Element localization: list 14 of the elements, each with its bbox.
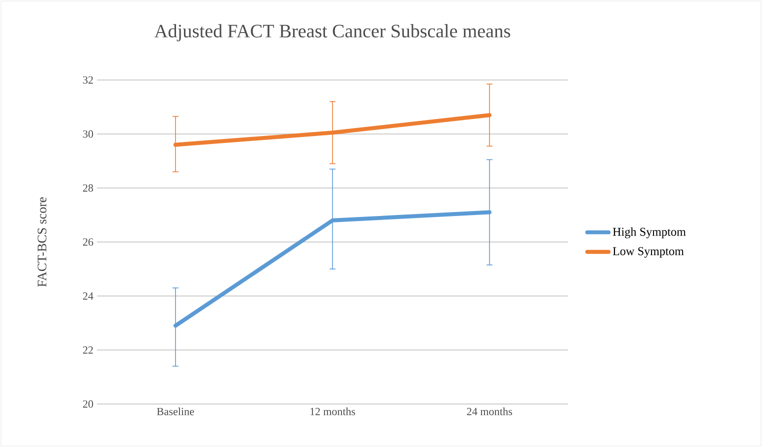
y-tick-label: 30	[83, 130, 94, 138]
chart-title: Adjusted FACT Breast Cancer Subscale means	[154, 24, 510, 42]
y-tick-label: 26	[83, 238, 94, 246]
y-tick-label: 32	[83, 76, 93, 84]
y-tick-label: 24	[83, 292, 94, 300]
y-tick-label: 28	[83, 184, 94, 192]
y-tick-label: 20	[83, 400, 94, 408]
legend-label: Low Symptom	[612, 247, 684, 258]
x-tick-label: Baseline	[156, 408, 194, 416]
y-axis-title: FACT-BCS score	[38, 197, 46, 287]
legend-label: High Symptom	[612, 227, 686, 238]
x-tick-label: 24 months	[467, 408, 512, 416]
y-tick-label: 22	[83, 346, 93, 354]
x-tick-label: 12 months	[310, 408, 356, 416]
